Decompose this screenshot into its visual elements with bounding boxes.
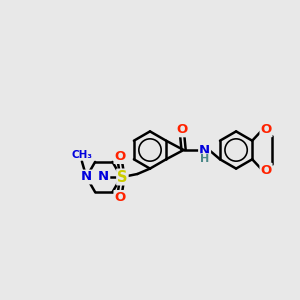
Text: N: N xyxy=(81,170,92,184)
Text: H: H xyxy=(200,154,209,164)
Text: O: O xyxy=(114,150,126,163)
Text: O: O xyxy=(260,123,272,136)
Text: N: N xyxy=(98,170,110,184)
Text: N: N xyxy=(199,144,210,158)
Text: CH₃: CH₃ xyxy=(71,150,92,160)
Text: S: S xyxy=(117,169,128,184)
Text: O: O xyxy=(260,164,272,177)
Text: O: O xyxy=(176,123,188,136)
Text: O: O xyxy=(114,191,126,204)
